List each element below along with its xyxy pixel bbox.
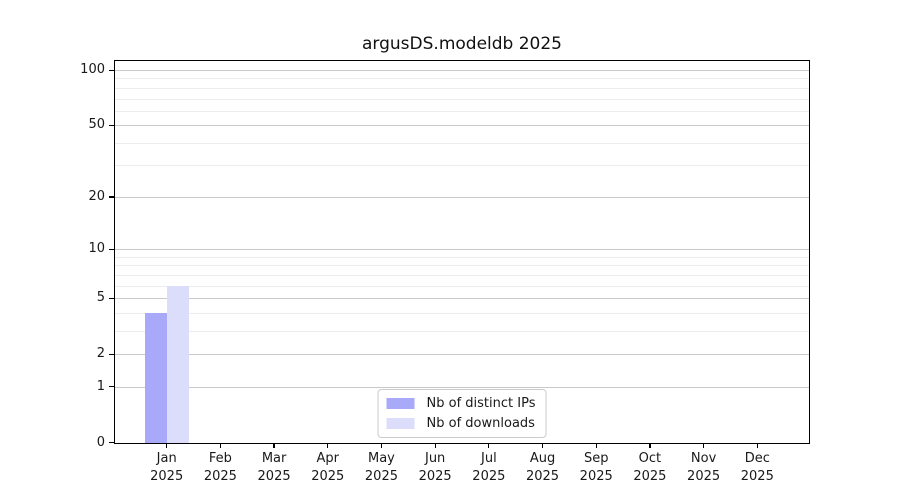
x-tick-label-jun: Jun 2025 xyxy=(403,450,467,486)
x-tick-year: 2025 xyxy=(150,469,184,484)
major-gridline xyxy=(115,196,809,198)
x-tick-month: Jul xyxy=(481,451,497,466)
bar-nb-of-downloads-jan xyxy=(166,285,189,443)
x-tick-year: 2025 xyxy=(740,469,774,484)
x-tick-year: 2025 xyxy=(203,469,237,484)
minor-gridline xyxy=(115,142,809,144)
x-tick-mark xyxy=(219,444,221,448)
major-gridline xyxy=(115,125,809,127)
chart-title: argusDS.modeldb 2025 xyxy=(362,34,562,54)
x-tick-label-oct: Oct 2025 xyxy=(618,450,682,486)
minor-gridline xyxy=(115,165,809,167)
x-tick-mark xyxy=(649,444,651,448)
legend-label: Nb of distinct IPs xyxy=(426,396,536,411)
y-tick-mark xyxy=(109,297,114,299)
x-tick-month: Feb xyxy=(208,451,232,466)
x-tick-mark xyxy=(380,444,383,448)
x-tick-year: 2025 xyxy=(418,469,452,484)
y-tick-mark xyxy=(109,124,114,126)
y-tick-mark xyxy=(109,442,114,444)
y-tick-label: 1 xyxy=(96,378,105,394)
x-tick-label-dec: Dec 2025 xyxy=(725,450,789,486)
x-tick-month: Jan xyxy=(156,451,177,466)
y-tick-label: 10 xyxy=(88,241,105,257)
legend-swatch xyxy=(386,418,415,429)
minor-gridline xyxy=(115,98,809,100)
minor-gridline xyxy=(115,78,809,80)
x-tick-year: 2025 xyxy=(633,469,667,484)
y-tick-mark xyxy=(109,386,114,388)
legend-label: Nb of downloads xyxy=(426,416,535,431)
x-tick-year: 2025 xyxy=(579,469,613,484)
x-tick-month: Jun xyxy=(424,451,446,466)
y-tick-label: 20 xyxy=(88,189,105,205)
x-tick-mark xyxy=(327,444,329,448)
y-tick-mark xyxy=(109,248,114,250)
major-gridline xyxy=(115,249,809,251)
x-tick-year: 2025 xyxy=(687,469,721,484)
x-tick-year: 2025 xyxy=(364,469,398,484)
x-tick-label-mar: Mar 2025 xyxy=(242,450,306,486)
y-tick-mark xyxy=(109,69,114,71)
minor-gridline xyxy=(115,285,809,287)
x-tick-label-nov: Nov 2025 xyxy=(672,450,736,486)
x-tick-year: 2025 xyxy=(257,469,291,484)
plot-area: Nb of distinct IPs Nb of downloads xyxy=(114,60,810,444)
x-tick-label-jan: Jan 2025 xyxy=(135,450,199,486)
minor-gridline xyxy=(115,312,809,314)
major-gridline xyxy=(115,353,809,355)
major-gridline xyxy=(115,70,809,72)
x-tick-mark xyxy=(595,444,597,448)
bar-nb-of-distinct-ips-jan xyxy=(144,312,167,443)
x-tick-month: Aug xyxy=(529,451,556,466)
minor-gridline xyxy=(115,330,809,332)
y-tick-label: 0 xyxy=(96,434,105,450)
legend: Nb of distinct IPs Nb of downloads xyxy=(377,389,547,438)
x-tick-mark xyxy=(488,444,490,448)
major-gridline xyxy=(115,297,809,299)
x-tick-month: Apr xyxy=(316,451,340,466)
x-tick-mark xyxy=(756,444,758,448)
x-tick-year: 2025 xyxy=(311,469,345,484)
y-tick-label: 100 xyxy=(80,62,105,78)
minor-gridline xyxy=(115,110,809,112)
y-tick-label: 50 xyxy=(88,117,105,133)
x-tick-label-sep: Sep 2025 xyxy=(564,450,628,486)
x-tick-mark xyxy=(541,444,544,448)
x-tick-label-may: May 2025 xyxy=(349,450,413,486)
x-tick-month: Mar xyxy=(261,451,287,466)
major-gridline xyxy=(115,386,809,388)
x-tick-month: May xyxy=(368,451,395,466)
x-tick-label-apr: Apr 2025 xyxy=(296,450,360,486)
x-tick-year: 2025 xyxy=(525,469,560,484)
minor-gridline xyxy=(115,87,809,89)
x-tick-month: Nov xyxy=(690,451,717,466)
legend-item: Nb of distinct IPs xyxy=(386,396,536,411)
x-tick-label-feb: Feb 2025 xyxy=(188,450,252,486)
x-tick-mark xyxy=(166,444,168,448)
minor-gridline xyxy=(115,274,809,276)
x-tick-month: Oct xyxy=(638,451,662,466)
x-tick-mark xyxy=(273,444,275,448)
x-tick-year: 2025 xyxy=(472,469,506,484)
x-tick-month: Sep xyxy=(583,451,609,466)
x-tick-month: Dec xyxy=(744,451,770,466)
minor-gridline xyxy=(115,265,809,267)
y-tick-label: 5 xyxy=(96,290,105,306)
legend-swatch xyxy=(386,398,415,409)
y-tick-mark xyxy=(109,196,114,198)
y-tick-mark xyxy=(109,353,114,355)
legend-item: Nb of downloads xyxy=(386,416,536,431)
x-tick-mark xyxy=(703,444,705,448)
x-tick-label-aug: Aug 2025 xyxy=(511,450,575,486)
minor-gridline xyxy=(115,256,809,258)
y-tick-label: 2 xyxy=(96,346,105,362)
x-tick-mark xyxy=(434,444,436,448)
x-tick-label-jul: Jul 2025 xyxy=(457,450,521,486)
